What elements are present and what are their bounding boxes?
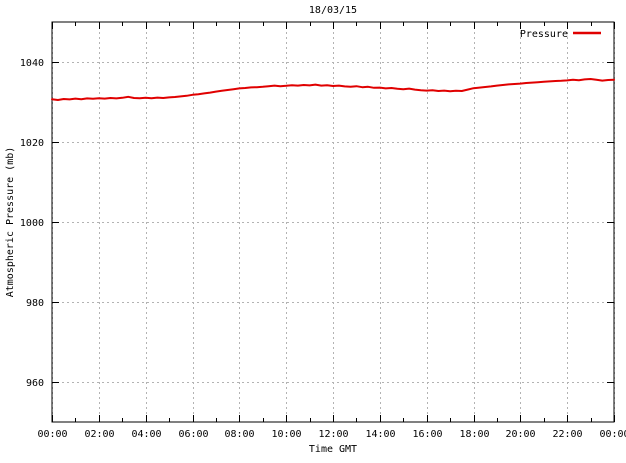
x-tick-label: 18:00 (459, 429, 489, 440)
x-tick-label: 10:00 (271, 429, 301, 440)
x-tick-labels: 00:00 02:00 04:00 06:00 08:00 10:00 12:00 14:00… (37, 429, 626, 440)
plot-border (51, 21, 615, 423)
y-axis-label: Atmospheric Pressure (mb) (5, 147, 16, 298)
y-tick-label: 960 (26, 378, 44, 389)
axis-ticks (52, 22, 615, 422)
x-tick-label: 02:00 (84, 429, 114, 440)
x-tick-label: 12:00 (318, 429, 348, 440)
x-tick-label: 06:00 (178, 429, 208, 440)
legend-label: Pressure (520, 29, 568, 40)
x-tick-label: 04:00 (131, 429, 161, 440)
pressure-line (51, 78, 615, 101)
y-tick-label: 980 (26, 298, 44, 309)
x-tick-label: 22:00 (552, 429, 582, 440)
x-tick-label: 16:00 (412, 429, 442, 440)
x-tick-label: 08:00 (224, 429, 254, 440)
x-tick-label: 20:00 (505, 429, 535, 440)
x-tick-label: 00:00 (37, 429, 67, 440)
chart-title: 18/03/15 (309, 5, 357, 16)
x-axis-label: Time GMT (309, 444, 357, 455)
x-tick-label: 14:00 (365, 429, 395, 440)
y-tick-label: 1000 (20, 218, 44, 229)
y-tick-label: 1040 (20, 58, 44, 69)
y-tick-label: 1020 (20, 138, 44, 149)
y-tick-labels: 960 980 1000 1020 1040 (20, 58, 44, 389)
x-tick-label: 00:00 (599, 429, 626, 440)
